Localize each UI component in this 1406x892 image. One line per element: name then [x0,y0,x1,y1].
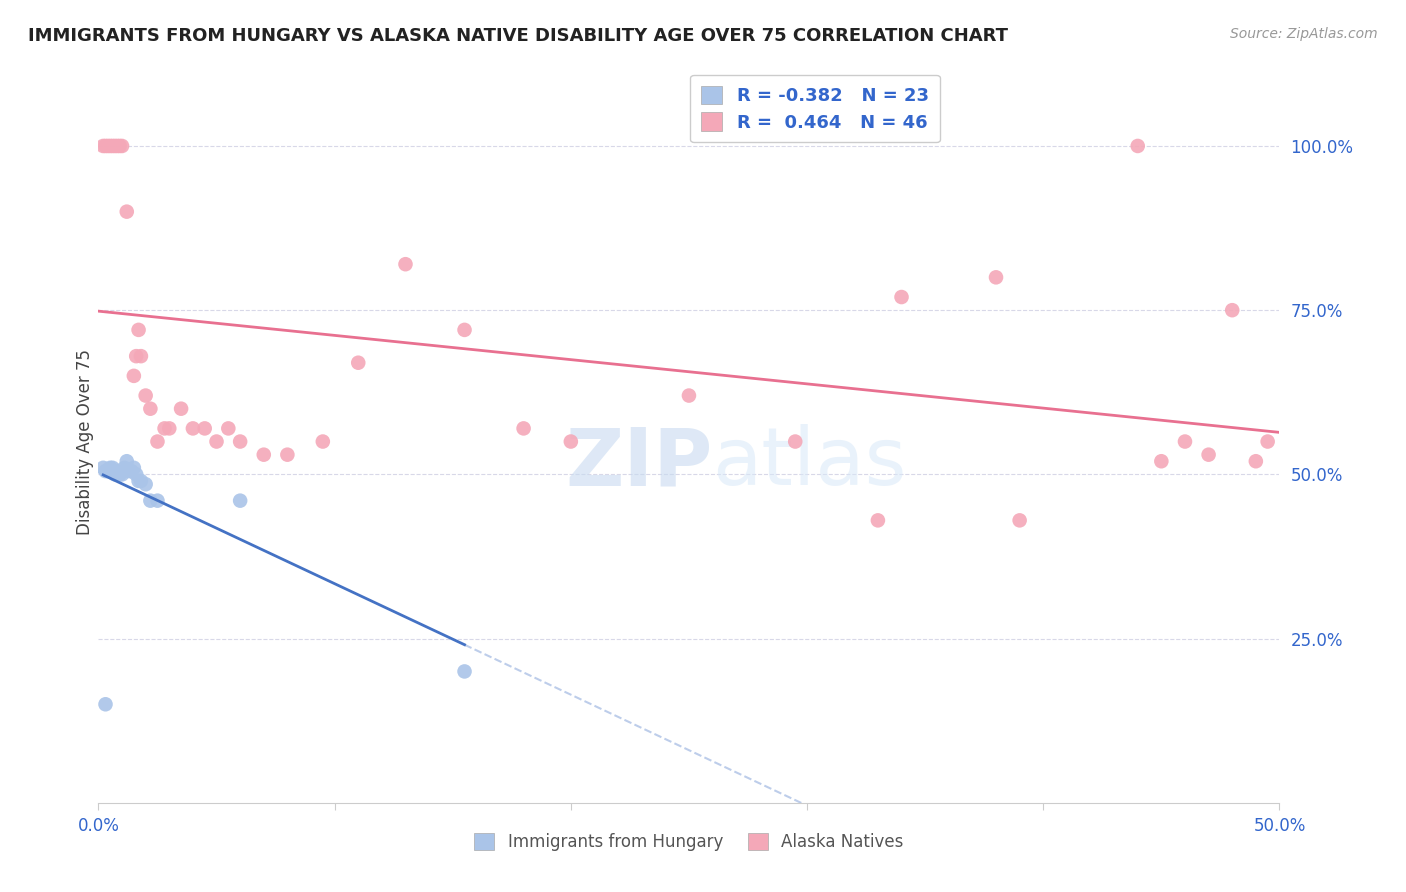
Point [276,448,298,462]
Point [512,421,534,435]
Point [129,349,152,363]
Point [453,323,475,337]
Point [1150,454,1173,468]
Point [122,460,145,475]
Point [125,349,148,363]
Point [205,434,228,449]
Point [394,257,416,271]
Point [91,460,114,475]
Point [108,139,131,153]
Point [153,421,176,435]
Point [129,474,152,488]
Point [139,401,162,416]
Text: ZIP: ZIP [565,425,713,502]
Point [97,139,120,153]
Point [1174,434,1197,449]
Point [105,464,128,478]
Point [194,421,217,435]
Point [97,464,120,478]
Point [115,204,138,219]
Point [1126,139,1149,153]
Y-axis label: Disability Age Over 75: Disability Age Over 75 [76,349,94,534]
Point [91,139,114,153]
Point [112,460,135,475]
Point [785,434,807,449]
Text: atlas: atlas [713,425,907,502]
Point [1244,454,1267,468]
Point [101,460,124,475]
Point [170,401,193,416]
Point [122,368,145,383]
Point [146,434,169,449]
Point [312,434,335,449]
Point [146,493,169,508]
Point [229,434,252,449]
Legend: Immigrants from Hungary, Alaska Natives: Immigrants from Hungary, Alaska Natives [465,825,912,860]
Point [111,139,134,153]
Point [104,139,127,153]
Point [890,290,912,304]
Point [98,460,121,475]
Point [135,388,157,402]
Point [105,139,128,153]
Point [181,421,204,435]
Point [128,323,150,337]
Point [101,139,124,153]
Point [678,388,700,402]
Point [118,464,141,478]
Point [1220,303,1243,318]
Point [229,493,252,508]
Text: IMMIGRANTS FROM HUNGARY VS ALASKA NATIVE DISABILITY AGE OVER 75 CORRELATION CHAR: IMMIGRANTS FROM HUNGARY VS ALASKA NATIVE… [28,27,1008,45]
Point [94,464,117,478]
Point [866,513,889,527]
Point [1198,448,1220,462]
Point [94,698,117,712]
Point [347,356,370,370]
Point [135,477,157,491]
Point [560,434,582,449]
Point [108,467,131,482]
Point [217,421,239,435]
Point [157,421,180,435]
Point [139,493,162,508]
Point [111,467,134,482]
Point [98,139,121,153]
Point [253,448,276,462]
Point [1008,513,1031,527]
Point [125,467,148,482]
Text: Source: ZipAtlas.com: Source: ZipAtlas.com [1230,27,1378,41]
Point [1257,434,1279,449]
Point [121,464,143,478]
Point [453,665,475,679]
Point [94,139,117,153]
Point [128,474,150,488]
Point [115,454,138,468]
Point [104,467,127,482]
Point [984,270,1007,285]
